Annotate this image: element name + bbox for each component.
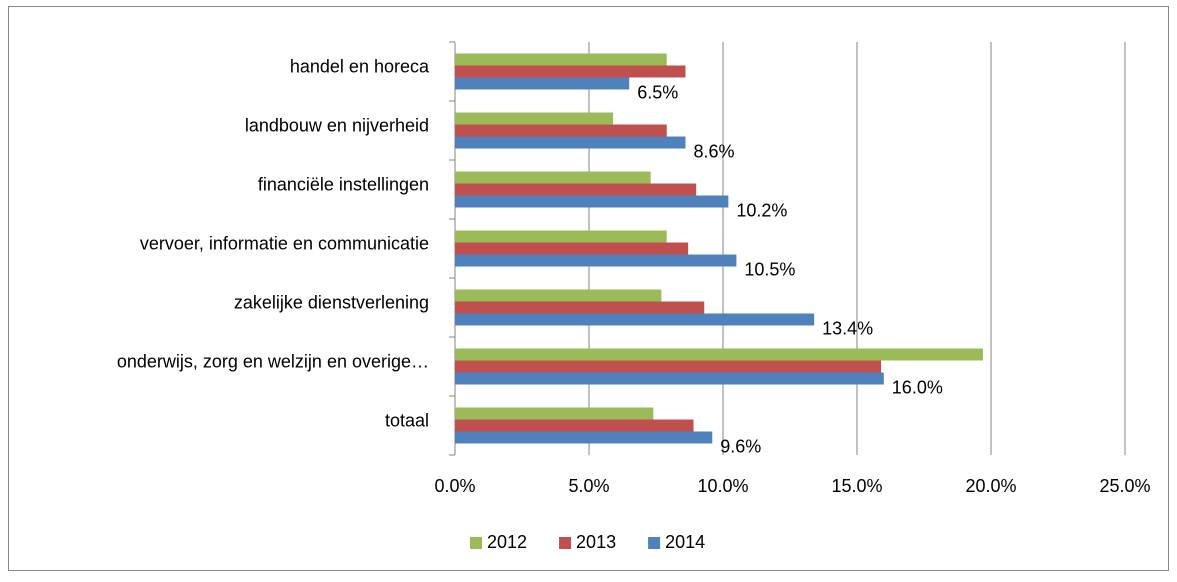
y-tick-label: zakelijke dienstverlening (234, 292, 429, 312)
bar (455, 65, 686, 78)
legend-label: 2013 (576, 532, 616, 552)
x-tick-label: 10.0% (697, 476, 748, 496)
x-tick-label: 20.0% (965, 476, 1016, 496)
y-tick-label: landbouw en nijverheid (245, 115, 429, 135)
bar (455, 77, 630, 90)
bar (455, 53, 667, 66)
x-tick-label: 25.0% (1099, 476, 1150, 496)
data-label: 10.5% (744, 259, 795, 279)
bar (455, 407, 654, 420)
data-label: 6.5% (637, 82, 678, 102)
bar (455, 242, 689, 255)
legend-label: 2012 (487, 532, 527, 552)
bar (455, 195, 729, 208)
bar (455, 112, 614, 125)
data-label: 13.4% (822, 318, 873, 338)
bar (455, 431, 713, 444)
bar (455, 136, 686, 149)
bar (455, 419, 694, 432)
legend-swatch (648, 537, 661, 549)
data-label: 10.2% (736, 200, 787, 220)
bar (455, 171, 651, 184)
y-tick-label: vervoer, informatie en communicatie (140, 233, 429, 253)
data-label: 9.6% (720, 436, 761, 456)
legend-swatch (470, 537, 482, 549)
x-tick-label: 15.0% (831, 476, 882, 496)
bar (455, 301, 705, 314)
data-label: 8.6% (693, 141, 734, 161)
y-tick-label: financiële instellingen (258, 174, 429, 194)
bar (455, 372, 884, 385)
bar (455, 254, 737, 267)
bar (455, 124, 667, 137)
x-tick-label: 0.0% (434, 476, 475, 496)
y-tick-label: onderwijs, zorg en welzijn en overige… (117, 351, 429, 371)
bar (455, 289, 662, 302)
data-label: 16.0% (892, 377, 943, 397)
bar (455, 230, 667, 243)
legend-label: 2014 (665, 532, 705, 552)
y-tick-label: totaal (385, 410, 429, 430)
legend-swatch (559, 537, 572, 549)
bar (455, 348, 983, 361)
y-tick-label: handel en horeca (290, 56, 430, 76)
bar (455, 360, 882, 373)
x-tick-label: 5.0% (568, 476, 609, 496)
bar (455, 183, 697, 196)
bar (455, 313, 815, 326)
